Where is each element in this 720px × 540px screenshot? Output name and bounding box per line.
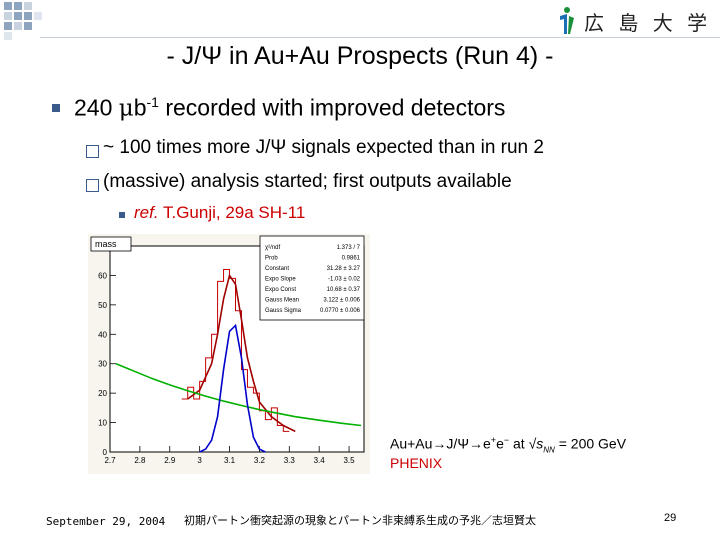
mass-histogram-plot: mass χ²/ndf 1.373 / 7 Prob 0.9861 Constant 31… — [88, 234, 370, 474]
stats-value: 1.373 / 7 — [337, 245, 361, 251]
stats-frame — [259, 235, 365, 321]
y-tick-label: 0 — [103, 448, 108, 457]
checkbox-bullet-icon — [86, 179, 99, 192]
stats-label: Expo Const — [265, 287, 296, 293]
stats-label: Prob — [265, 256, 278, 262]
sub-bullet-signals: ~ 100 times more J/Ψ signals expected th… — [103, 137, 544, 158]
reaction-text-b: e — [496, 435, 504, 452]
small-square-bullet-icon — [119, 212, 125, 218]
university-logo: 広 島 大 学 — [556, 4, 711, 38]
stats-value: 31.28 ± 3.27 — [327, 266, 361, 272]
hist-title-box: mass — [90, 236, 132, 252]
y-tick-label: 60 — [98, 271, 107, 280]
plot-series — [115, 269, 362, 453]
x-tick-label: 2.8 — [134, 456, 146, 465]
reaction-label: Au+Au→J/Ψ→e+e− at √sNN = 200 GeV — [390, 435, 627, 455]
y-tick-label: 30 — [98, 360, 107, 369]
stats-value: 0.9861 — [342, 256, 361, 262]
axis-ticks: 2.7 2.8 2.9 3 3.1 3.2 3.3 3.4 3.5 0 10 20 30 40 50 60 — [98, 271, 355, 465]
slide-title: - J/Ψ in Au+Au Prospects (Run 4) - — [166, 42, 554, 70]
reference-italic: ref. — [134, 203, 159, 222]
total-fit-line — [187, 273, 296, 433]
bullet-text-before: 240 — [74, 94, 119, 121]
university-logo-text: 広 島 大 学 — [584, 10, 712, 35]
hist-title: mass — [95, 239, 117, 249]
reaction-text-a: Au+Au→J/Ψ→e — [390, 435, 491, 452]
reaction-nn: NN — [543, 445, 555, 455]
barn-unit: b — [133, 94, 147, 121]
fit-stats-box: χ²/ndf 1.373 / 7 Prob 0.9861 Constant 31.28 ±… — [259, 235, 365, 321]
stats-label: χ²/ndf — [265, 245, 280, 251]
y-tick-label: 40 — [98, 330, 107, 339]
page-number: 29 — [664, 512, 677, 524]
background-fit-line — [115, 362, 362, 427]
y-tick-label: 10 — [98, 419, 107, 428]
footer-date: September 29, 2004 — [46, 515, 166, 528]
reaction-text-c: at √ — [509, 435, 537, 452]
header-divider — [40, 37, 720, 38]
x-tick-label: 2.9 — [164, 456, 176, 465]
reference-text: ref. T.Gunji, 29a SH-11 — [134, 203, 305, 223]
y-tick-label: 20 — [98, 389, 107, 398]
stats-value: 3.122 ± 0.006 — [323, 298, 360, 304]
reaction-s: s — [536, 435, 544, 452]
stats-label: Expo Slope — [265, 277, 296, 283]
x-tick-label: 3 — [197, 456, 202, 465]
checkbox-bullet-icon — [86, 145, 99, 158]
x-tick-label: 3.5 — [343, 456, 355, 465]
stats-value: -1.03 ± 0.02 — [328, 277, 361, 283]
micro-symbol: μ — [118, 95, 134, 122]
experiment-label: PHENIX — [390, 455, 443, 471]
x-tick-label: 3.1 — [224, 456, 236, 465]
sub-bullet-analysis: (massive) analysis started; first output… — [103, 171, 512, 192]
stats-label: Constant — [265, 266, 289, 272]
bullet-luminosity: 240 μb-1 recorded with improved detector… — [74, 94, 505, 122]
x-tick-label: 3.2 — [254, 456, 266, 465]
reference-citation: T.Gunji, 29a SH-11 — [158, 203, 306, 222]
unit-exponent: -1 — [146, 94, 159, 110]
stats-value: 10.68 ± 0.37 — [327, 287, 361, 293]
bullet-square-icon — [52, 104, 60, 112]
signal-fit-line — [199, 323, 266, 453]
x-tick-label: 3.4 — [314, 456, 326, 465]
stats-label: Gauss Mean — [265, 298, 299, 304]
bullet-text-after: recorded with improved detectors — [158, 94, 506, 121]
university-emblem-icon — [560, 7, 574, 34]
footer-title: 初期パートン衝突起源の現象とパートン非束縛系生成の予兆／志垣賢太 — [184, 515, 536, 527]
x-tick-label: 2.7 — [104, 456, 116, 465]
x-tick-label: 3.3 — [284, 456, 296, 465]
hist-title-frame — [90, 236, 132, 252]
stats-value: 0.0770 ± 0.006 — [320, 308, 361, 314]
stats-label: Gauss Sigma — [265, 308, 302, 314]
reaction-text-d: = 200 GeV — [554, 435, 627, 452]
y-tick-label: 50 — [98, 301, 107, 310]
